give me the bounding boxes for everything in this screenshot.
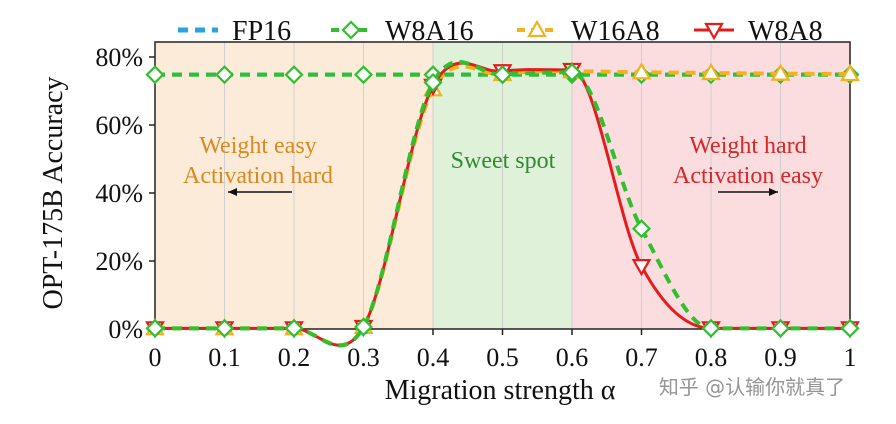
annotation-line: Sweet spot (451, 148, 556, 174)
x-tick-label: 0.1 (208, 343, 241, 372)
x-axis-label: Migration strength α (385, 375, 616, 406)
y-tick-label: 20% (95, 247, 143, 276)
annotation-line: Weight hard (689, 133, 806, 159)
annotations: Weight easy Activation hard Sweet spot Weig… (183, 133, 823, 196)
y-axis-label: OPT-175B Accuracy (38, 76, 69, 309)
x-tick-label: 1 (844, 343, 857, 372)
data-point-w8a8 (631, 259, 652, 277)
legend-label: W16A8 (571, 16, 660, 47)
data-point-w8a16 (214, 65, 235, 85)
x-tick-label: 0 (149, 343, 162, 372)
legend-label: W8A8 (748, 16, 823, 47)
x-tick-label: 0.5 (486, 343, 519, 372)
data-point-w8a16 (353, 65, 374, 85)
sweet-spot-text: Sweet spot (451, 148, 556, 174)
data-point-w8a16-migration (840, 318, 860, 338)
data-point-w16a8 (770, 63, 791, 81)
annotation-line: Activation easy (673, 163, 823, 189)
data-point-w8a16-migration (770, 318, 791, 338)
annotation-line: Activation hard (183, 163, 333, 189)
weight-easy-text: Weight easy Activation hard (183, 133, 333, 196)
legend-marker (704, 22, 724, 41)
x-tick-label: 0.3 (347, 343, 380, 372)
data-point-w8a16 (145, 65, 165, 85)
data-point-w8a16-migration (214, 318, 235, 338)
data-point-w8a16-migration (145, 318, 165, 338)
legend: FP16 W8A16 W16A8 W8A8 (178, 16, 823, 47)
data-point-w8a16-migration (492, 65, 513, 85)
data-point-w16a8 (631, 62, 652, 80)
legend-item-w16a8: W16A8 (517, 16, 660, 47)
legend-label: W8A16 (385, 16, 474, 47)
x-tick-label: 0.4 (417, 343, 450, 372)
x-tick-label: 0.9 (764, 343, 797, 372)
y-tick-label: 60% (95, 111, 143, 140)
watermark-text: 知乎 @认输你就真了 (659, 375, 845, 399)
y-tick-label: 0% (108, 315, 143, 344)
legend-item-w8a8: W8A8 (694, 16, 823, 47)
data-point-w8a16-migration (284, 318, 304, 338)
data-point-w8a16-migration (701, 318, 721, 338)
data-point-w8a16-migration (423, 72, 443, 93)
weight-hard-text: Weight hard Activation easy (673, 133, 823, 196)
data-point-w8a16 (284, 65, 304, 85)
data-point-w16a8 (840, 63, 860, 82)
x-tick-label: 0.6 (556, 343, 589, 372)
data-point-w8a16-migration (631, 219, 652, 239)
series-w8a16-migration (145, 60, 860, 348)
annotation-arrow-head (228, 188, 237, 196)
annotation-line: Weight easy (199, 133, 316, 159)
x-tick-label: 0.7 (625, 343, 658, 372)
legend-item-fp16: FP16 (178, 16, 291, 47)
series-line-w16a8 (154, 64, 851, 347)
x-tick-label: 0.8 (695, 343, 728, 372)
data-point-w8a16-migration (562, 62, 582, 82)
y-axis-ticks: 0% 20% 40% 60% 80% (95, 43, 155, 344)
x-axis-ticks: 0 0.1 0.2 0.3 0.4 0.5 0.6 0.7 0.8 0.9 1 (149, 329, 857, 372)
data-point-w16a8 (701, 62, 721, 81)
legend-marker (527, 19, 547, 38)
legend-label: FP16 (232, 16, 291, 47)
legend-marker (341, 20, 361, 40)
vertical-gridlines (224, 42, 781, 329)
x-tick-label: 0.2 (278, 343, 311, 372)
legend-item-w8a16: W8A16 (331, 16, 474, 47)
series-layer (145, 60, 860, 348)
annotation-arrow-head (769, 188, 778, 196)
y-tick-label: 40% (95, 179, 143, 208)
data-point-w8a16-migration (353, 317, 374, 337)
y-tick-label: 80% (95, 43, 143, 72)
